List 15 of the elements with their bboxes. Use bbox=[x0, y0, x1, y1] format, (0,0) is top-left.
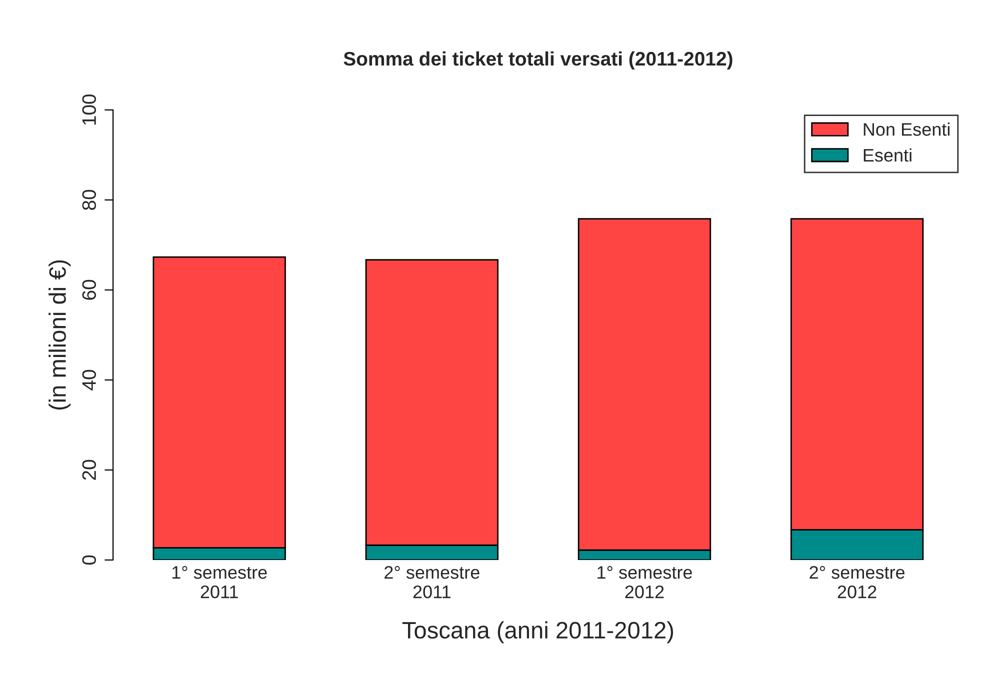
chart-title: Somma dei ticket totali versati (2011-2012) bbox=[344, 51, 732, 70]
x-tick-label: 1° semestre 2012 bbox=[598, 566, 692, 598]
y-tick-label: 0 bbox=[82, 555, 96, 565]
x-axis-title: Toscana (anni 2011-2012) bbox=[402, 621, 674, 644]
x-tick-label: 2° semestre 2011 bbox=[384, 566, 480, 598]
y-axis-title: (in milioni di €) bbox=[48, 260, 71, 410]
y-tick-label: 20 bbox=[82, 460, 96, 480]
legend-label: Non Esenti bbox=[864, 122, 950, 136]
legend-label: Esenti bbox=[864, 148, 912, 162]
y-tick-label: 100 bbox=[82, 94, 96, 125]
y-tick-label: 60 bbox=[82, 280, 96, 300]
y-tick-label: 80 bbox=[82, 190, 96, 210]
x-tick-label: 1° semestre 2011 bbox=[172, 566, 267, 598]
y-tick-label: 40 bbox=[82, 370, 96, 390]
x-tick-label: 2° semestre 2012 bbox=[810, 566, 905, 598]
